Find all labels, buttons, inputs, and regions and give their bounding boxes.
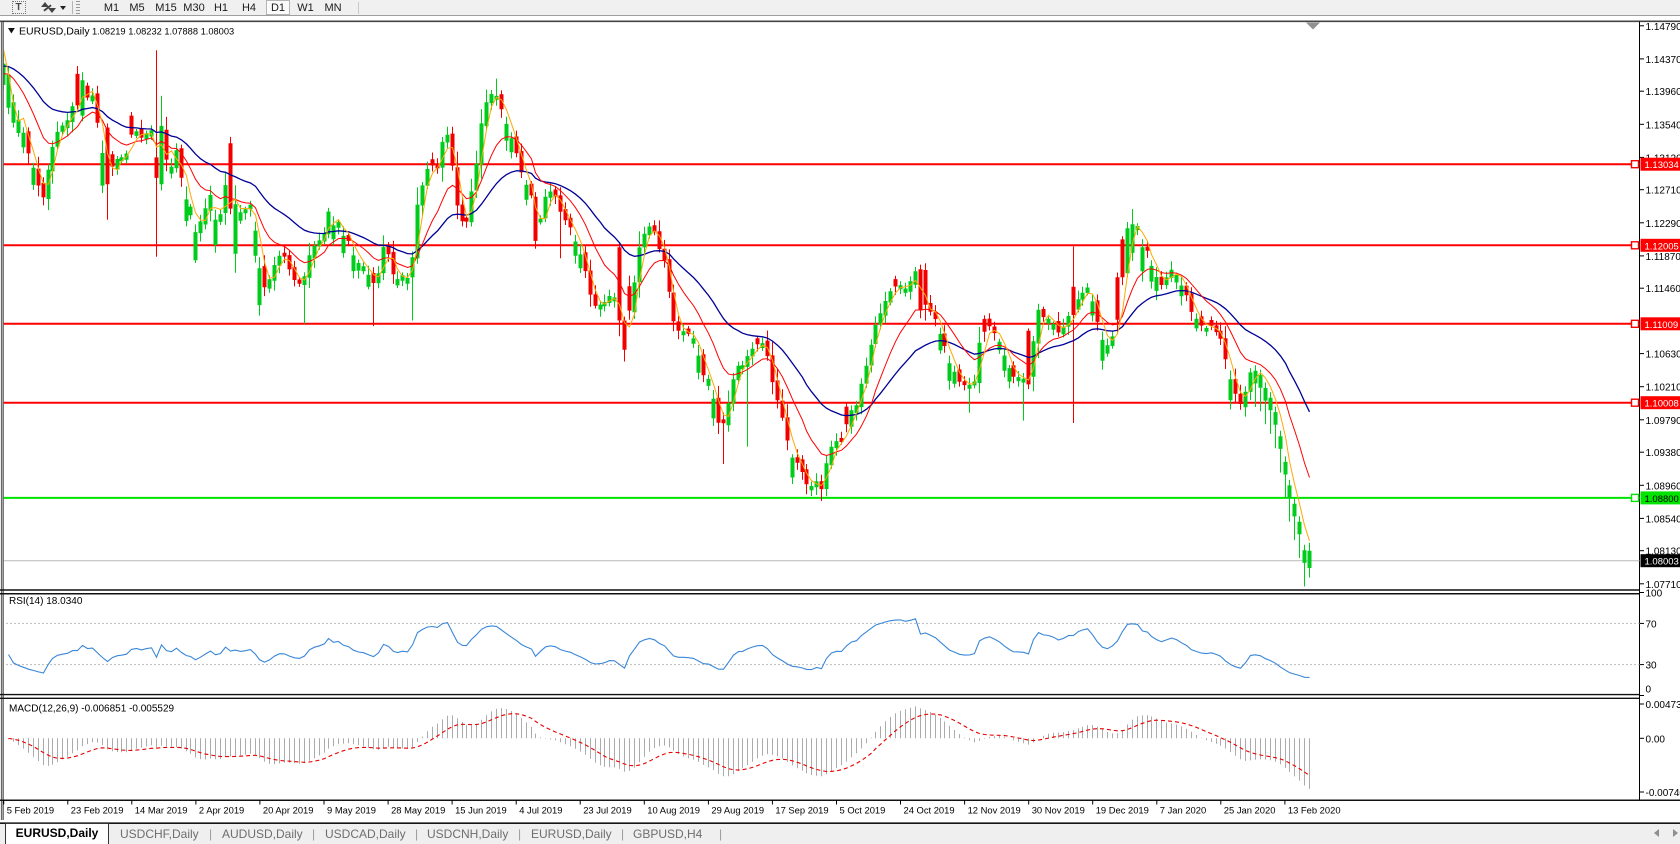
svg-text:24 Oct 2019: 24 Oct 2019: [904, 805, 955, 816]
svg-text:1.10008: 1.10008: [1645, 399, 1679, 410]
svg-text:70: 70: [1646, 619, 1658, 630]
svg-text:1.13034: 1.13034: [1645, 160, 1679, 171]
svg-text:1.13540: 1.13540: [1646, 120, 1680, 131]
svg-text:9 May 2019: 9 May 2019: [327, 805, 376, 816]
svg-text:30: 30: [1646, 661, 1658, 672]
svg-text:4 Jul 2019: 4 Jul 2019: [519, 805, 562, 816]
svg-text:1.09790: 1.09790: [1646, 416, 1680, 427]
svg-text:2 Apr 2019: 2 Apr 2019: [199, 805, 244, 816]
svg-text:1.12290: 1.12290: [1646, 219, 1680, 230]
svg-text:100: 100: [1646, 589, 1663, 600]
svg-text:RSI(14) 18.0340: RSI(14) 18.0340: [9, 596, 83, 607]
svg-text:12 Nov 2019: 12 Nov 2019: [968, 805, 1021, 816]
svg-text:MACD(12,26,9) -0.006851 -0.005: MACD(12,26,9) -0.006851 -0.005529: [9, 704, 175, 715]
svg-text:1.11009: 1.11009: [1645, 320, 1679, 331]
svg-text:-0.00740: -0.00740: [1646, 788, 1680, 799]
svg-text:29 Aug 2019: 29 Aug 2019: [711, 805, 764, 816]
svg-text:15 Jun 2019: 15 Jun 2019: [455, 805, 507, 816]
svg-text:1.12005: 1.12005: [1645, 241, 1679, 252]
svg-text:19 Dec 2019: 19 Dec 2019: [1096, 805, 1149, 816]
svg-text:0: 0: [1646, 684, 1652, 695]
svg-text:0.00: 0.00: [1646, 734, 1666, 745]
svg-text:1.14370: 1.14370: [1646, 55, 1680, 66]
svg-text:1.08003: 1.08003: [1645, 557, 1679, 568]
svg-text:1.10630: 1.10630: [1646, 350, 1680, 361]
svg-text:1.10210: 1.10210: [1646, 383, 1680, 394]
svg-text:23 Feb 2019: 23 Feb 2019: [71, 805, 124, 816]
svg-text:23 Jul 2019: 23 Jul 2019: [583, 805, 631, 816]
svg-text:EURUSD,Daily: EURUSD,Daily: [19, 26, 90, 38]
svg-text:17 Sep 2019: 17 Sep 2019: [775, 805, 828, 816]
svg-text:14 Mar 2019: 14 Mar 2019: [135, 805, 188, 816]
svg-text:1.08800: 1.08800: [1645, 494, 1679, 505]
svg-text:30 Nov 2019: 30 Nov 2019: [1032, 805, 1085, 816]
svg-text:20 Apr 2019: 20 Apr 2019: [263, 805, 314, 816]
svg-text:13 Feb 2020: 13 Feb 2020: [1288, 805, 1341, 816]
svg-text:1.07710: 1.07710: [1646, 580, 1680, 591]
svg-text:1.11460: 1.11460: [1646, 284, 1680, 295]
svg-text:5 Feb 2019: 5 Feb 2019: [7, 805, 54, 816]
svg-text:5 Oct 2019: 5 Oct 2019: [840, 805, 886, 816]
svg-text:1.08540: 1.08540: [1646, 514, 1680, 525]
svg-text:1.09380: 1.09380: [1646, 448, 1680, 459]
svg-text:1.14790: 1.14790: [1646, 22, 1680, 33]
svg-text:1.08219 1.08232 1.07888 1.0800: 1.08219 1.08232 1.07888 1.08003: [92, 27, 234, 37]
svg-text:1.08130: 1.08130: [1646, 547, 1680, 558]
svg-text:25 Jan 2020: 25 Jan 2020: [1224, 805, 1276, 816]
svg-text:1.13960: 1.13960: [1646, 87, 1680, 98]
svg-text:1.08960: 1.08960: [1646, 481, 1680, 492]
svg-text:7 Jan 2020: 7 Jan 2020: [1160, 805, 1206, 816]
svg-text:10 Aug 2019: 10 Aug 2019: [647, 805, 700, 816]
svg-text:0.00473: 0.00473: [1646, 700, 1680, 711]
svg-text:1.11870: 1.11870: [1646, 252, 1680, 263]
svg-text:1.12710: 1.12710: [1646, 186, 1680, 197]
svg-text:28 May 2019: 28 May 2019: [391, 805, 445, 816]
